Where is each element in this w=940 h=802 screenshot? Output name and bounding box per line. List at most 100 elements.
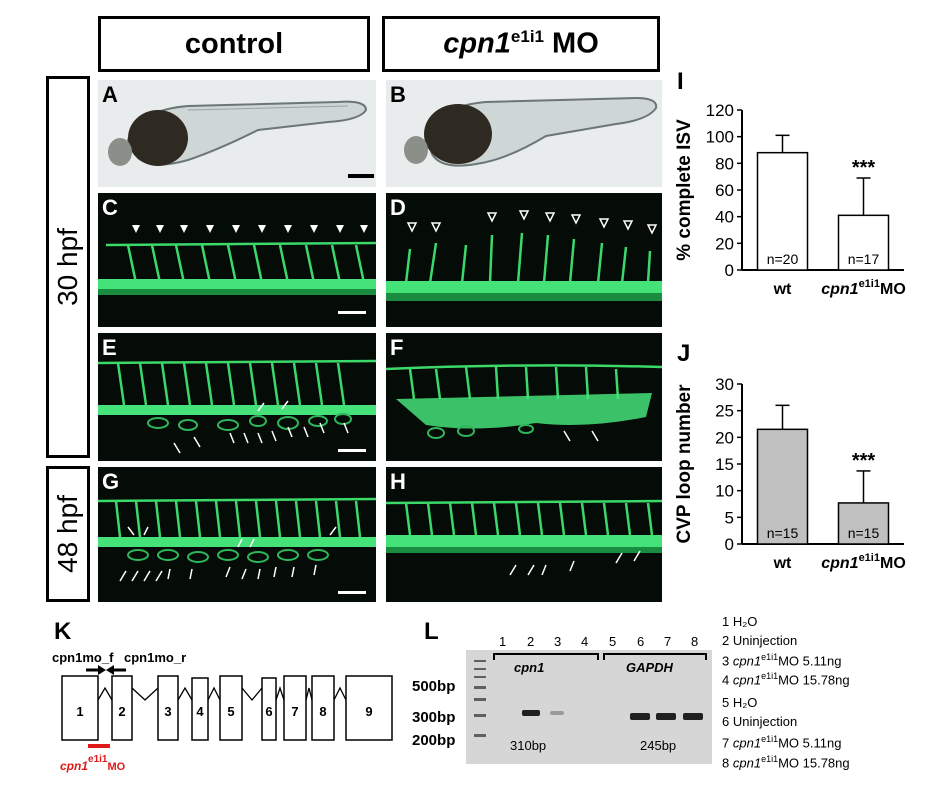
legend-item-8: 8 cpn1e1i1MO 15.78ng — [722, 754, 850, 771]
ladder-label-200bp: 200bp — [412, 732, 456, 749]
panel-d-isv-mo: D — [386, 193, 662, 327]
exon-label-4: 4 — [196, 704, 204, 719]
vessel-image-48hpf-mo — [386, 499, 662, 576]
panel-b-brightfield-mo: B — [386, 80, 662, 187]
exon-label-8: 8 — [319, 704, 326, 719]
cvp-image-control — [98, 359, 376, 454]
exon-label-9: 9 — [365, 704, 372, 719]
chart-j-category-label-1: cpn1e1i1MO — [821, 552, 906, 572]
lane-number-6: 6 — [637, 634, 645, 649]
chart-i-complete-isv: % complete ISV 0 20 40 60 80 100 120 n=20 wt n=17 *… — [674, 101, 906, 298]
panel-e-label: E — [102, 335, 117, 360]
morpholino-label: cpn1e1i1MO — [60, 754, 126, 773]
chart-i-ytick-label-6: 120 — [706, 101, 734, 120]
lane-number-7: 7 — [664, 634, 672, 649]
panel-a-label: A — [102, 82, 118, 107]
chart-i-category-label-1: cpn1e1i1MO — [821, 278, 906, 298]
scale-bar — [338, 449, 366, 452]
exon-3 — [157, 675, 179, 741]
chart-i-ytick-label-5: 100 — [706, 128, 734, 147]
panel-c-isv-control: C — [98, 193, 376, 327]
chart-j-ytick-label-4: 20 — [715, 428, 734, 447]
primer-f-label: cpn1mo_f — [52, 650, 114, 665]
scale-bar — [348, 174, 374, 178]
legend-item-3: 3 cpn1e1i1MO 5.11ng — [722, 652, 842, 669]
ladder-label-500bp: 500bp — [412, 678, 456, 695]
exon-2 — [111, 675, 133, 741]
chart-i-ytick-label-4: 80 — [715, 154, 734, 173]
gene-label-cpn1: cpn1 — [514, 660, 544, 675]
ladder-label-300bp: 300bp — [412, 709, 456, 726]
chart-i-n-label-1: n=17 — [848, 251, 880, 267]
panel-h-48hpf-mo: H — [386, 467, 662, 602]
exon-1 — [61, 675, 99, 741]
band-lane-6 — [630, 713, 650, 720]
scale-bar — [338, 311, 366, 314]
embryo-image-control — [108, 100, 374, 178]
band-lane-3 — [550, 711, 564, 715]
legend-item-2: 2 Uninjection — [722, 633, 798, 648]
panel-g-label: G — [102, 469, 120, 494]
panel-b-label: B — [390, 82, 406, 107]
lane-number-5: 5 — [609, 634, 617, 649]
chart-j-n-label-1: n=15 — [848, 525, 880, 541]
chart-i-bar-0 — [756, 151, 809, 271]
cvp-image-mo — [386, 364, 662, 442]
chart-i-ytick-label-1: 20 — [715, 234, 734, 253]
primer-r-arrow — [106, 665, 126, 675]
chart-j-bar-1 — [837, 502, 890, 545]
row-label-30hpf-text: 30 hpf — [52, 228, 83, 306]
chart-i-category-label-0: wt — [773, 281, 792, 298]
chart-j-ytick-label-3: 15 — [715, 455, 734, 474]
band-lane-7 — [656, 713, 676, 720]
chart-i-ylabel: % complete ISV — [674, 119, 695, 261]
exon-9 — [345, 675, 393, 741]
panel-l-letter: L — [424, 618, 439, 645]
primer-f-arrow — [86, 665, 106, 675]
lane-number-1: 1 — [499, 634, 507, 649]
legend-item-5: 5 H₂O — [722, 695, 758, 710]
morpholino-header: cpn1e1i1 MO — [382, 16, 660, 72]
legend-item-4: 4 cpn1e1i1MO 15.78ng — [722, 671, 850, 688]
exon-label-5: 5 — [227, 704, 234, 719]
exon-4 — [191, 677, 209, 741]
panel-a-brightfield-control: A — [98, 80, 376, 187]
exon-7 — [283, 675, 307, 741]
panel-f-cvp-mo: F — [386, 333, 662, 461]
panel-d-label: D — [390, 195, 406, 220]
chart-i-ytick-label-3: 60 — [715, 181, 734, 200]
chart-j-ytick-label-6: 30 — [715, 375, 734, 394]
exon-label-1: 1 — [76, 704, 83, 719]
row-label-48hpf-text: 48 hpf — [52, 495, 83, 573]
legend-item-7: 7 cpn1e1i1MO 5.11ng — [722, 734, 842, 751]
panel-f-label: F — [390, 335, 404, 360]
gene-structure-diagram: cpn1mo_f cpn1mo_r 1 2 3 4 5 6 7 8 9 cpn1… — [52, 650, 393, 773]
chart-j-ylabel: CVP loop number — [674, 384, 695, 544]
exon-label-3: 3 — [164, 704, 171, 719]
control-header-label: control — [184, 27, 284, 60]
chart-j-category-label-0: wt — [773, 555, 792, 572]
chart-i-ytick-label-0: 0 — [725, 261, 734, 280]
exon-8 — [311, 675, 335, 741]
chart-j-ytick-label-1: 5 — [725, 508, 734, 527]
control-header: control — [98, 16, 370, 72]
scale-bar — [338, 591, 366, 594]
exon-label-6: 6 — [265, 704, 272, 719]
band-lane-2 — [522, 710, 540, 716]
panel-k-letter: K — [54, 618, 72, 645]
panel-h-label: H — [390, 469, 406, 494]
chart-j-cvp-loop-number: CVP loop number 0 5 10 15 20 25 30 n=15 wt n=15 ***… — [674, 375, 906, 572]
panel-j-letter: J — [677, 340, 691, 367]
panel-i-letter: I — [677, 68, 684, 95]
morpholino-header-label: cpn1e1i1 MO — [443, 27, 599, 60]
isv-image-mo — [386, 210, 662, 301]
chart-i-n-label-0: n=20 — [767, 251, 799, 267]
chart-j-ytick-label-2: 10 — [715, 482, 734, 501]
isv-image-control — [98, 225, 376, 314]
chart-i-bar-1 — [837, 214, 890, 271]
band-lane-8 — [683, 713, 703, 720]
chart-j-ytick-label-5: 25 — [715, 402, 734, 421]
embryo-image-mo — [404, 96, 658, 167]
chart-j-significance-1: *** — [852, 450, 876, 472]
product-size-cpn1: 310bp — [510, 738, 546, 753]
